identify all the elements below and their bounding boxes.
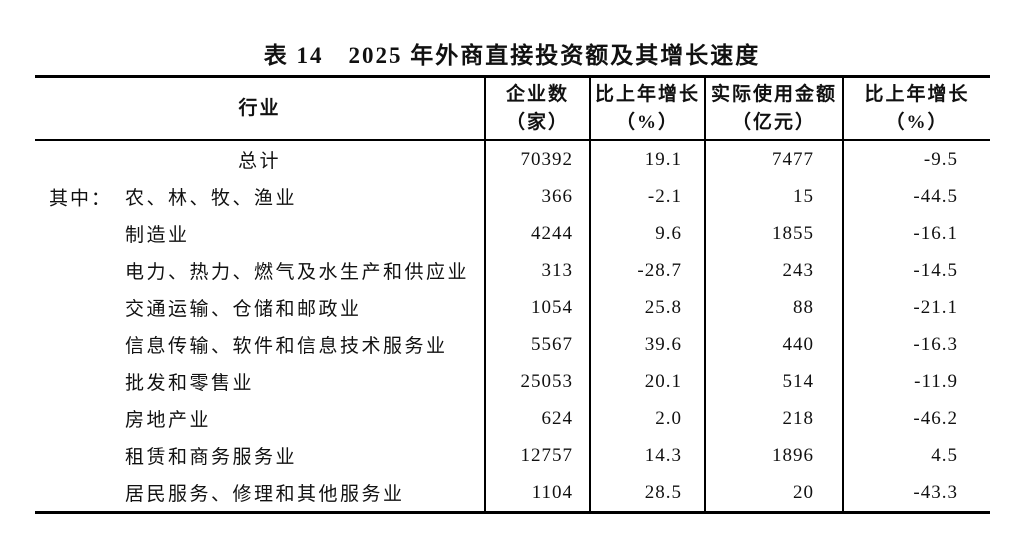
col-header-growth-amount-line2: （%） [885, 111, 949, 133]
col-header-amount-line1: 实际使用金额 [710, 83, 837, 105]
amount-value: 218 [704, 400, 843, 437]
col-header-enterprises-line2: （家） [505, 111, 569, 133]
industry-name: 制造业 [125, 225, 190, 246]
col-header-growth-enterprises-line1: 比上年增长 [594, 83, 700, 105]
col-header-industry: 行业 [35, 75, 485, 141]
table-row: 批发和零售业 25053 20.1 514 -11.9 [35, 363, 990, 400]
industry-name: 信息传输、软件和信息技术服务业 [125, 336, 448, 357]
growth_amount-value: -11.9 [842, 363, 990, 400]
growth_amount-value: -44.5 [842, 178, 990, 215]
table-row: 信息传输、软件和信息技术服务业 5567 39.6 440 -16.3 [35, 326, 990, 363]
industry-name: 电力、热力、燃气及水生产和供应业 [125, 262, 470, 283]
amount-value: 1855 [704, 215, 843, 252]
amount-value: 88 [704, 289, 843, 326]
col-header-growth-amount-line1: 比上年增长 [864, 83, 970, 105]
industry-cell: 制造业 [35, 215, 485, 252]
col-header-industry-label: 行业 [238, 97, 281, 119]
industry-name: 租赁和商务服务业 [125, 447, 298, 468]
growth_enterprises-value: 25.8 [589, 289, 705, 326]
industry-name: 批发和零售业 [125, 373, 255, 394]
enterprises-value: 624 [484, 400, 590, 437]
growth_amount-value: -21.1 [842, 289, 990, 326]
industry-name: 交通运输、仓储和邮政业 [125, 299, 362, 320]
enterprises-value: 313 [484, 252, 590, 289]
growth_enterprises-value: -28.7 [589, 252, 705, 289]
col-header-growth-enterprises: 比上年增长 （%） [589, 75, 705, 141]
growth_amount-value: -14.5 [842, 252, 990, 289]
industry-cell: 总计 [35, 140, 485, 178]
col-header-enterprises-line1: 企业数 [505, 83, 569, 105]
enterprises-value: 1054 [484, 289, 590, 326]
col-header-growth-enterprises-line2: （%） [615, 111, 679, 133]
industry-name: 居民服务、修理和其他服务业 [125, 484, 405, 505]
table-row: 制造业 4244 9.6 1855 -16.1 [35, 215, 990, 252]
table-row: 房地产业 624 2.0 218 -46.2 [35, 400, 990, 437]
industry-name: 农、林、牧、渔业 [125, 188, 298, 209]
col-header-amount: 实际使用金额 （亿元） [704, 75, 843, 141]
amount-value: 1896 [704, 437, 843, 474]
industry-cell: 租赁和商务服务业 [35, 437, 485, 474]
amount-value: 243 [704, 252, 843, 289]
growth_enterprises-value: -2.1 [589, 178, 705, 215]
industry-cell: 房地产业 [35, 400, 485, 437]
industry-name: 总计 [237, 151, 281, 172]
table-body: 总计 70392 19.1 7477 -9.5 其中： 农、林、牧、渔业 366 -2.1 15-… [35, 140, 990, 514]
amount-value: 20 [704, 474, 843, 514]
table-header: 行业 企业数 （家） 比上年增长 （%） 实际使用金额 （亿元） 比上年增长 （… [35, 75, 990, 141]
row-prefix: 其中： [49, 188, 113, 209]
growth_enterprises-value: 39.6 [589, 326, 705, 363]
amount-value: 440 [704, 326, 843, 363]
industry-name: 房地产业 [125, 410, 212, 431]
enterprises-value: 25053 [484, 363, 590, 400]
table-row: 交通运输、仓储和邮政业 1054 25.8 88 -21.1 [35, 289, 990, 326]
growth_amount-value: -46.2 [842, 400, 990, 437]
growth_amount-value: 4.5 [842, 437, 990, 474]
col-header-amount-line2: （亿元） [731, 111, 816, 133]
growth_enterprises-value: 28.5 [589, 474, 705, 514]
table-row: 居民服务、修理和其他服务业 1104 28.5 20 -43.3 [35, 474, 990, 514]
growth_enterprises-value: 20.1 [589, 363, 705, 400]
fdi-table: 行业 企业数 （家） 比上年增长 （%） 实际使用金额 （亿元） 比上年增长 （… [35, 75, 990, 514]
growth_amount-value: -16.3 [842, 326, 990, 363]
table-row: 总计 70392 19.1 7477 -9.5 [35, 140, 990, 178]
growth_enterprises-value: 2.0 [589, 400, 705, 437]
growth_amount-value: -9.5 [842, 140, 990, 178]
growth_enterprises-value: 14.3 [589, 437, 705, 474]
industry-cell: 电力、热力、燃气及水生产和供应业 [35, 252, 485, 289]
table-title: 表 14 2025 年外商直接投资额及其增长速度 [263, 43, 761, 68]
growth_enterprises-value: 19.1 [589, 140, 705, 178]
enterprises-value: 4244 [484, 215, 590, 252]
growth_amount-value: -43.3 [842, 474, 990, 514]
industry-cell: 其中： 农、林、牧、渔业 [35, 178, 485, 215]
growth_amount-value: -16.1 [842, 215, 990, 252]
enterprises-value: 70392 [484, 140, 590, 178]
growth_enterprises-value: 9.6 [589, 215, 705, 252]
amount-value: 514 [704, 363, 843, 400]
amount-value: 7477 [704, 140, 843, 178]
col-header-enterprises: 企业数 （家） [484, 75, 590, 141]
table-row: 租赁和商务服务业 12757 14.3 1896 4.5 [35, 437, 990, 474]
enterprises-value: 366 [484, 178, 590, 215]
header-row: 行业 企业数 （家） 比上年增长 （%） 实际使用金额 （亿元） 比上年增长 （… [35, 75, 990, 141]
table-row: 其中： 农、林、牧、渔业 366 -2.1 15 -44.5 [35, 178, 990, 215]
industry-cell: 批发和零售业 [35, 363, 485, 400]
table-row: 电力、热力、燃气及水生产和供应业 313 -28.7 243 -14.5 [35, 252, 990, 289]
enterprises-value: 5567 [484, 326, 590, 363]
industry-cell: 居民服务、修理和其他服务业 [35, 474, 485, 514]
amount-value: 15 [704, 178, 843, 215]
enterprises-value: 1104 [484, 474, 590, 514]
industry-cell: 信息传输、软件和信息技术服务业 [35, 326, 485, 363]
col-header-growth-amount: 比上年增长 （%） [842, 75, 990, 141]
enterprises-value: 12757 [484, 437, 590, 474]
industry-cell: 交通运输、仓储和邮政业 [35, 289, 485, 326]
